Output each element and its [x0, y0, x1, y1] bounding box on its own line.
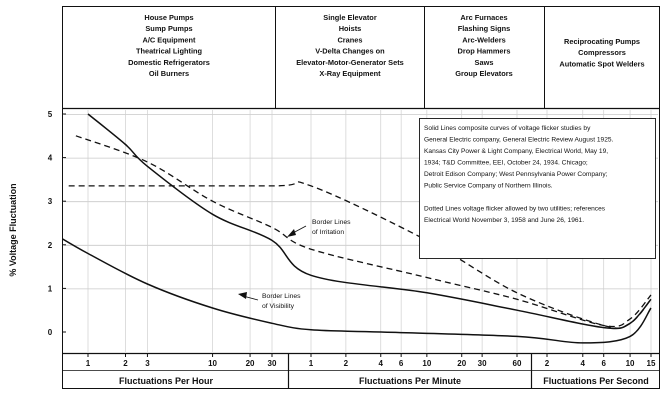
note-line: Public Service Company of Northern Illin… — [424, 183, 553, 190]
y-tick-label: 4 — [48, 154, 53, 163]
category-column-pumps-welders: Reciprocating Pumps Compressors Automatic … — [559, 37, 644, 68]
x-tick-label: 1 — [86, 359, 91, 368]
note-line: Electrical World November 3, 1958 and Ju… — [424, 217, 584, 224]
annotation-visibility-line-1: Border Lines — [262, 293, 301, 300]
category-item: Sump Pumps — [145, 24, 192, 33]
note-line: General Electric company, General Electr… — [424, 137, 614, 144]
annotation-irritation: Border Lines of Irritation — [287, 219, 351, 237]
section-label-per-hour: Fluctuations Per Hour — [119, 376, 214, 386]
category-item: Automatic Spot Welders — [559, 59, 644, 68]
x-tick-label: 2 — [123, 359, 128, 368]
category-item: Saws — [475, 58, 494, 67]
category-item: Domestic Refrigerators — [128, 58, 210, 67]
x-tick-label: 10 — [626, 359, 635, 368]
section-label-per-second: Fluctuations Per Second — [543, 376, 649, 386]
y-axis-title: % Voltage Fluctuation — [8, 183, 18, 276]
x-tick-label: 4 — [379, 359, 384, 368]
x-tick-label: 20 — [246, 359, 255, 368]
category-item: House Pumps — [144, 13, 193, 22]
x-tick-label: 10 — [208, 359, 217, 368]
category-item: Flashing Signs — [458, 24, 511, 33]
section-label-per-minute: Fluctuations Per Minute — [359, 376, 461, 386]
x-tick-label: 15 — [647, 359, 656, 368]
category-item: Oil Burners — [149, 69, 189, 78]
annotation-visibility-arrowhead — [238, 292, 247, 299]
y-tick-label: 3 — [48, 197, 53, 206]
category-item: Theatrical Lighting — [136, 47, 203, 56]
category-item: Group Elevators — [455, 69, 513, 78]
note-box — [419, 118, 656, 259]
x-tick-label: 1 — [309, 359, 314, 368]
y-tick-label: 1 — [48, 284, 53, 293]
note-line: Detroit Edison Company; West Pennsylvani… — [424, 171, 608, 178]
x-tick-label: 20 — [457, 359, 466, 368]
x-tick-label: 2 — [545, 359, 550, 368]
solid-series-line — [62, 237, 652, 344]
solid-series-line — [87, 113, 652, 330]
x-tick-label: 60 — [513, 359, 522, 368]
category-column-household: House Pumps Sump Pumps A/C Equipment Theatr… — [128, 13, 210, 78]
category-item: Cranes — [337, 35, 362, 44]
note-line: Solid Lines composite curves of voltage … — [424, 125, 591, 132]
note-line: Kansas City Power & Light Company, Elect… — [424, 148, 608, 155]
x-tick-label: 4 — [581, 359, 586, 368]
category-item: Drop Hammers — [458, 47, 511, 56]
category-item: V-Delta Changes on — [315, 47, 385, 56]
category-item: Elevator-Motor-Generator Sets — [296, 58, 404, 67]
x-axis-ticks: 1 2 3 10 20 30 1 2 4 6 10 20 30 60 2 4 6 10 15 — [86, 353, 656, 368]
y-tick-label: 2 — [48, 241, 53, 250]
category-item: Reciprocating Pumps — [564, 37, 640, 46]
annotation-irritation-line-2: of Irritation — [312, 229, 344, 236]
category-column-arc-equipment: Arc Furnaces Flashing Signs Arc-Welders Dro… — [455, 13, 513, 78]
category-item: A/C Equipment — [143, 35, 197, 44]
x-tick-label: 6 — [601, 359, 606, 368]
annotation-visibility-line-2: of Visibility — [262, 303, 295, 310]
category-item: Compressors — [578, 48, 626, 57]
x-tick-label: 2 — [344, 359, 349, 368]
y-tick-label: 5 — [48, 110, 53, 119]
note-line: 1934; T&D Committee, EEI, October 24, 19… — [424, 160, 588, 167]
x-tick-label: 3 — [145, 359, 150, 368]
y-tick-label: 0 — [48, 328, 53, 337]
note-text: Solid Lines composite curves of voltage … — [424, 125, 614, 224]
x-tick-label: 30 — [478, 359, 487, 368]
annotation-visibility: Border Lines of Visibility — [238, 292, 301, 310]
category-column-elevators: Single Elevator Hoists Cranes V-Delta Chang… — [296, 13, 404, 78]
note-line: Dotted Lines voltage flicker allowed by … — [424, 206, 606, 213]
category-item: Arc Furnaces — [460, 13, 507, 22]
annotation-irritation-arrowhead — [287, 229, 296, 237]
x-tick-label: 6 — [399, 359, 404, 368]
x-tick-label: 10 — [422, 359, 431, 368]
y-axis-ticks: 0 1 2 3 4 5 — [48, 110, 66, 337]
category-item: Single Elevator — [323, 13, 377, 22]
category-item: Arc-Welders — [462, 35, 505, 44]
x-tick-label: 30 — [268, 359, 277, 368]
annotation-irritation-line-1: Border Lines — [312, 219, 351, 226]
category-item: X-Ray Equipment — [319, 69, 381, 78]
dashed-series-line — [75, 135, 652, 328]
category-item: Hoists — [339, 24, 362, 33]
